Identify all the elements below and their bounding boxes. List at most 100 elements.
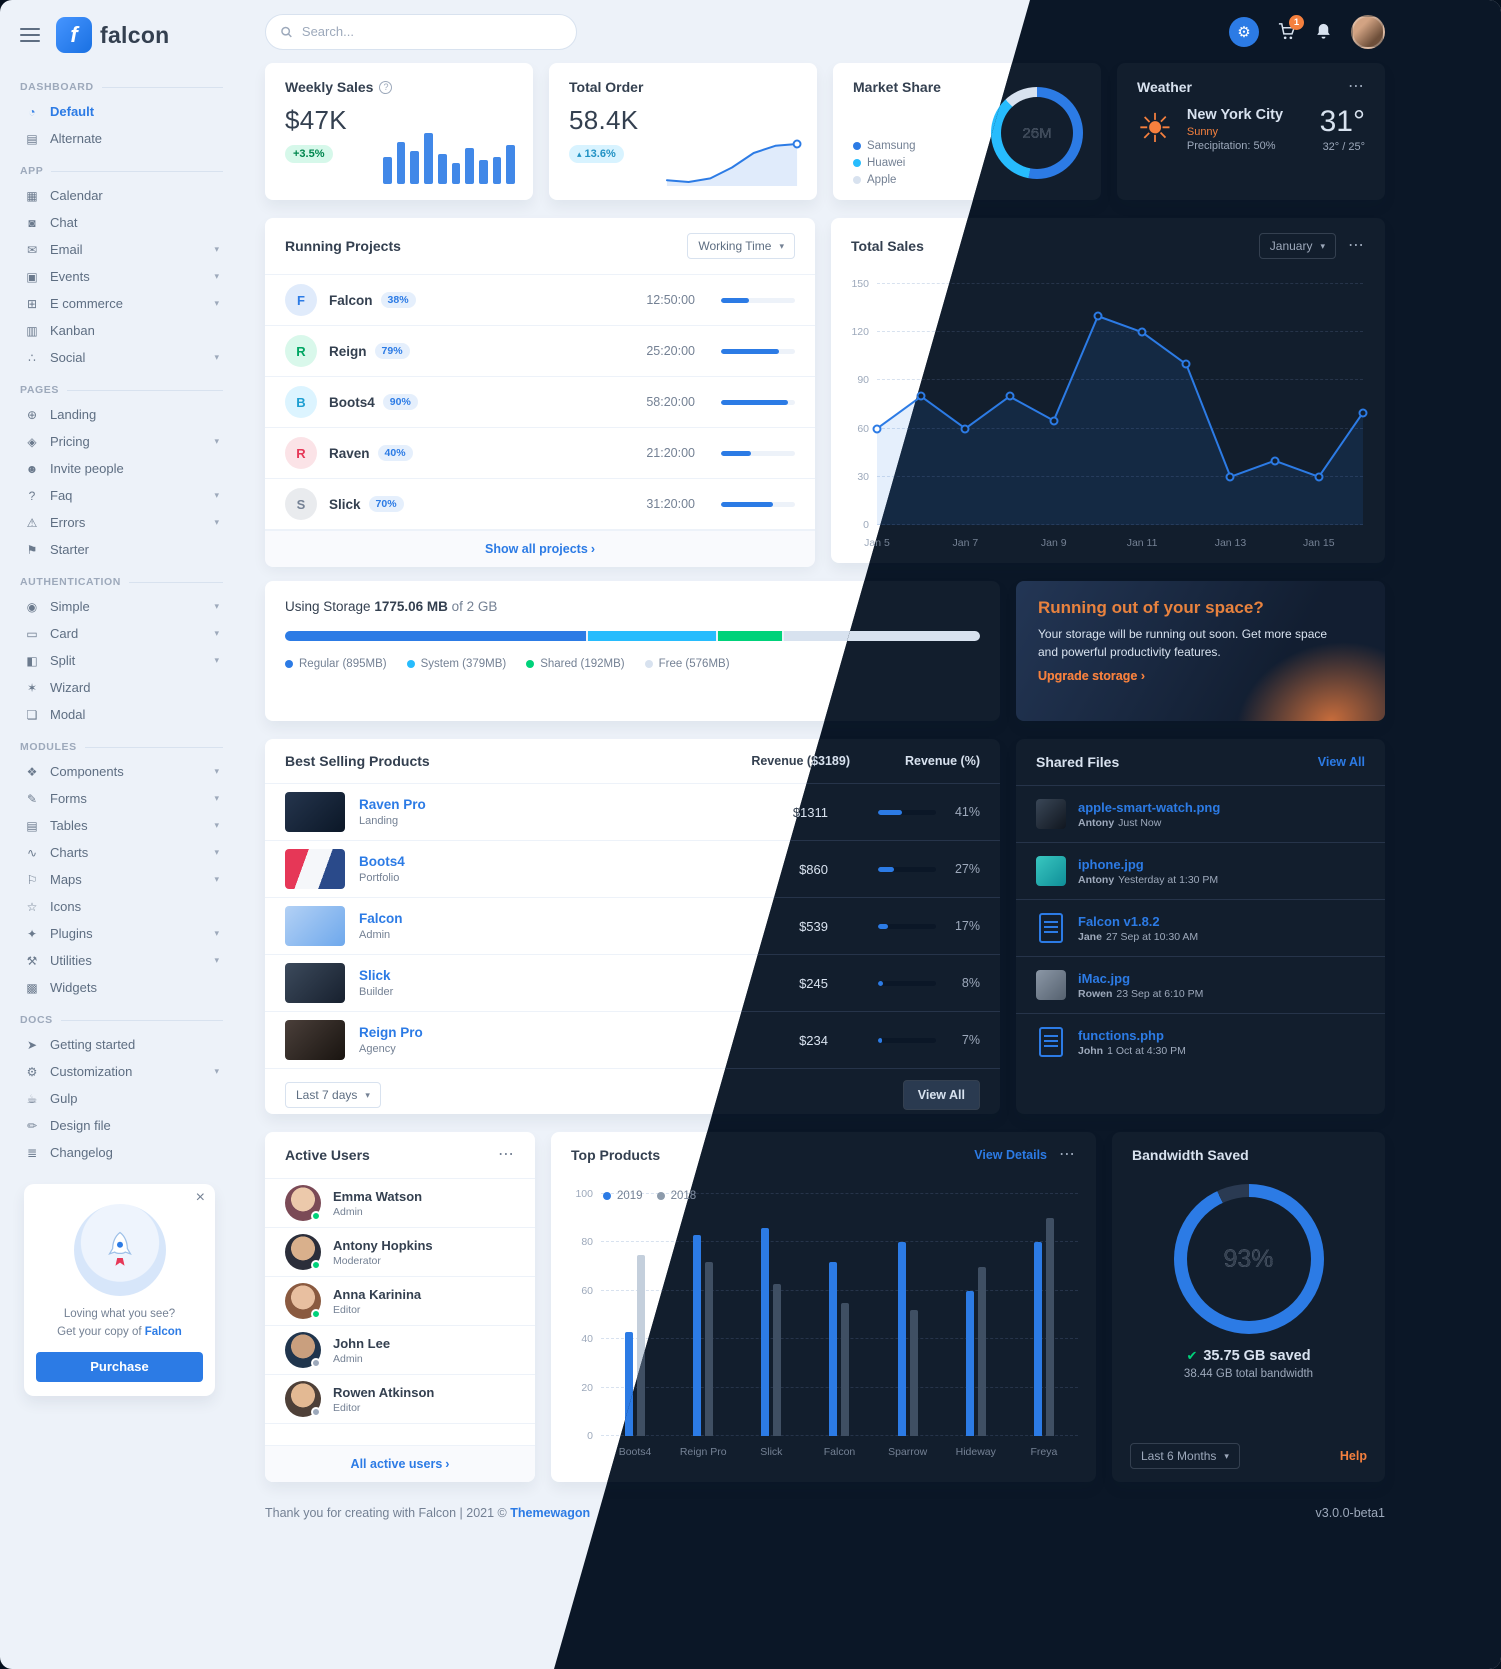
sidebar-item[interactable]: ◙ Chat bbox=[20, 209, 223, 236]
file-name-link[interactable]: Falcon v1.8.2 bbox=[1078, 913, 1160, 929]
legend-dot-icon bbox=[853, 142, 861, 150]
user-name-link[interactable]: Antony Hopkins bbox=[333, 1237, 433, 1253]
sidebar-item[interactable]: ☕ Gulp bbox=[20, 1085, 223, 1112]
user-avatar[interactable] bbox=[1351, 14, 1385, 49]
product-thumbnail[interactable] bbox=[285, 963, 345, 1003]
file-name-link[interactable]: iphone.jpg bbox=[1078, 856, 1144, 872]
sidebar-item[interactable]: ▭ Card ▾ bbox=[20, 620, 223, 647]
sidebar-item[interactable]: ✉ Email ▾ bbox=[20, 236, 223, 263]
user-name-link[interactable]: Anna Karinina bbox=[333, 1286, 422, 1302]
user-name-link[interactable]: John Lee bbox=[333, 1335, 391, 1351]
sidebar-item[interactable]: ▤ Alternate bbox=[20, 125, 223, 152]
files-view-all-link[interactable]: View All bbox=[1317, 755, 1365, 769]
sidebar-item[interactable]: ∿ Charts ▾ bbox=[20, 839, 223, 866]
sidebar-item[interactable]: ∴ Social ▾ bbox=[20, 344, 223, 371]
sidebar-item[interactable]: ▣ Events ▾ bbox=[20, 263, 223, 290]
range-select[interactable]: Last 6 Months▾ bbox=[1130, 1443, 1240, 1469]
period-select[interactable]: Last 7 days▾ bbox=[285, 1082, 381, 1108]
help-link[interactable]: Help bbox=[1339, 1449, 1367, 1463]
project-name-link[interactable]: Reign bbox=[329, 343, 367, 359]
search-box[interactable] bbox=[265, 13, 577, 50]
sidebar-item[interactable]: ⚑ Starter bbox=[20, 536, 223, 563]
sidebar-item[interactable]: ✎ Forms ▾ bbox=[20, 785, 223, 812]
search-input[interactable] bbox=[301, 24, 562, 39]
card-menu-icon[interactable]: ⋯ bbox=[1348, 237, 1365, 254]
file-name-link[interactable]: apple-smart-watch.png bbox=[1078, 799, 1221, 815]
sidebar-item[interactable]: ≣ Changelog bbox=[20, 1139, 223, 1166]
product-thumbnail[interactable] bbox=[285, 1020, 345, 1060]
purchase-button[interactable]: Purchase bbox=[36, 1351, 203, 1382]
product-thumbnail[interactable] bbox=[285, 906, 345, 946]
product-thumbnail[interactable] bbox=[285, 849, 345, 889]
product-name-link[interactable]: Boots4 bbox=[359, 854, 405, 869]
product-name-link[interactable]: Falcon bbox=[359, 911, 403, 926]
user-avatar[interactable] bbox=[285, 1185, 321, 1221]
project-name-link[interactable]: Falcon bbox=[329, 292, 373, 308]
sidebar-item[interactable]: ➤ Getting started bbox=[20, 1031, 223, 1058]
sidebar-item[interactable]: ▥ Kanban bbox=[20, 317, 223, 344]
sidebar-item[interactable]: ◔ Default bbox=[20, 98, 223, 125]
user-avatar[interactable] bbox=[285, 1234, 321, 1270]
close-icon[interactable]: × bbox=[195, 1189, 205, 1206]
sidebar-item[interactable]: ▤ Tables ▾ bbox=[20, 812, 223, 839]
project-name-link[interactable]: Slick bbox=[329, 496, 361, 512]
user-avatar[interactable] bbox=[285, 1332, 321, 1368]
file-name-link[interactable]: functions.php bbox=[1078, 1027, 1164, 1043]
bandwidth-percent: 93% bbox=[1223, 1244, 1274, 1273]
sidebar-item[interactable]: ❏ Modal bbox=[20, 701, 223, 728]
product-name-link[interactable]: Reign Pro bbox=[359, 1025, 423, 1040]
sidebar-item[interactable]: ◧ Split ▾ bbox=[20, 647, 223, 674]
user-name-link[interactable]: Rowen Atkinson bbox=[333, 1384, 435, 1400]
promo-falcon-link[interactable]: Falcon bbox=[144, 1325, 182, 1338]
y-axis-tick: 100 bbox=[575, 1188, 593, 1200]
product-name-link[interactable]: Raven Pro bbox=[359, 797, 426, 812]
view-all-button[interactable]: View All bbox=[902, 1080, 980, 1110]
falcon-logo[interactable]: f falcon bbox=[56, 17, 170, 53]
file-name-link[interactable]: iMac.jpg bbox=[1078, 970, 1131, 986]
month-select[interactable]: January▾ bbox=[1258, 233, 1336, 259]
project-name-link[interactable]: Boots4 bbox=[329, 394, 375, 410]
card-menu-icon[interactable]: ⋯ bbox=[1348, 78, 1365, 95]
sidebar-item[interactable]: ✶ Wizard bbox=[20, 674, 223, 701]
sidebar-item[interactable]: ? Faq ▾ bbox=[20, 482, 223, 509]
sidebar-item[interactable]: ◉ Simple ▾ bbox=[20, 593, 223, 620]
product-thumbnail[interactable] bbox=[285, 792, 345, 832]
settings-gear-icon[interactable]: ⚙ bbox=[1229, 16, 1259, 47]
sidebar-item[interactable]: ⚒ Utilities ▾ bbox=[20, 947, 223, 974]
running-projects-card: Running Projects Working Time▾ F Falcon … bbox=[265, 218, 815, 567]
sidebar-item[interactable]: ⊕ Landing bbox=[20, 401, 223, 428]
sidebar-item[interactable]: ❖ Components ▾ bbox=[20, 758, 223, 785]
info-icon[interactable]: ? bbox=[379, 80, 393, 94]
sidebar-item[interactable]: ⚙ Customization ▾ bbox=[20, 1058, 223, 1085]
themewagon-link[interactable]: Themewagon bbox=[510, 1506, 591, 1520]
show-all-projects-link[interactable]: Show all projects› bbox=[265, 530, 815, 567]
upgrade-storage-link[interactable]: Upgrade storage › bbox=[1038, 669, 1145, 683]
notifications-bell-icon[interactable] bbox=[1314, 22, 1333, 41]
sidebar-item[interactable]: ☆ Icons bbox=[20, 893, 223, 920]
sidebar-item[interactable]: ✦ Plugins ▾ bbox=[20, 920, 223, 947]
user-avatar[interactable] bbox=[285, 1283, 321, 1319]
bandwidth-donut-chart: 93% bbox=[1173, 1184, 1324, 1334]
sidebar-item[interactable]: ▩ Widgets bbox=[20, 974, 223, 1001]
sidebar-item[interactable]: ✏ Design file bbox=[20, 1112, 223, 1139]
sidebar-item[interactable]: ⊞ E commerce ▾ bbox=[20, 290, 223, 317]
upgrade-storage-link[interactable]: Upgrade storage › bbox=[1038, 669, 1145, 683]
sidebar-item[interactable]: ☻ Invite people bbox=[25, 461, 124, 476]
product-name-link[interactable]: Slick bbox=[359, 968, 391, 983]
view-details-link[interactable]: View Details bbox=[974, 1148, 1047, 1162]
weekly-sales-title: Weekly Sales bbox=[285, 79, 374, 95]
card-menu-icon[interactable]: ⋯ bbox=[1059, 1146, 1076, 1163]
user-avatar[interactable] bbox=[285, 1381, 321, 1417]
hamburger-menu-icon[interactable] bbox=[20, 28, 40, 42]
all-active-users-link[interactable]: All active users› bbox=[265, 1445, 535, 1482]
sidebar-item[interactable]: ⚠ Errors ▾ bbox=[20, 509, 223, 536]
sidebar-item[interactable]: ◈ Pricing ▾ bbox=[20, 428, 223, 455]
sidebar-item[interactable]: ⚐ Maps ▾ bbox=[20, 866, 223, 893]
working-time-select[interactable]: Working Time▾ bbox=[687, 233, 795, 259]
user-name-link[interactable]: Emma Watson bbox=[333, 1188, 423, 1204]
sidebar-item[interactable]: ▦ Calendar bbox=[20, 182, 223, 209]
project-name-link[interactable]: Raven bbox=[329, 445, 370, 461]
card-menu-icon[interactable]: ⋯ bbox=[498, 1146, 515, 1163]
legend-dot-icon bbox=[853, 159, 861, 167]
cart-icon[interactable]: 1 bbox=[1277, 15, 1304, 41]
